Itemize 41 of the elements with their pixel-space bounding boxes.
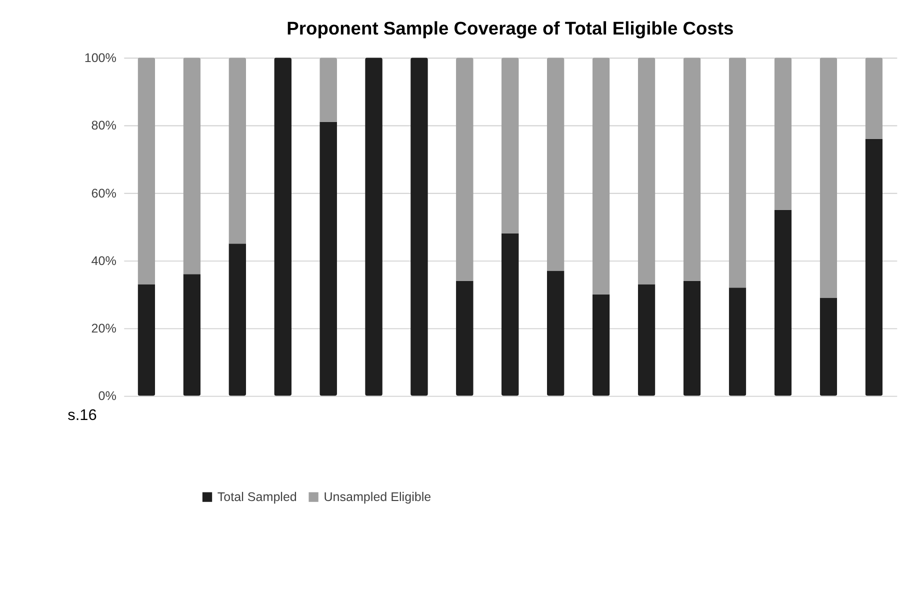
chart-title: Proponent Sample Coverage of Total Eligible Costs [286,17,734,38]
bar [228,244,246,396]
bar [501,58,519,234]
bar [683,280,701,396]
bar [683,58,701,281]
y-tick-label: 0% [98,389,116,404]
bar [638,58,656,284]
bar [183,58,201,274]
bar [592,294,610,396]
bar [592,58,610,294]
bar [501,234,519,396]
bar [228,58,246,244]
bar [138,284,156,396]
bar [638,284,656,396]
y-tick-label: 80% [91,118,116,133]
bar [728,58,746,288]
y-tick-label: 20% [91,322,116,336]
legend-label: Unsampled Eligible [324,490,432,504]
bar [865,138,883,396]
bar [865,58,883,139]
bar [320,122,337,396]
bar [365,58,382,396]
text: s.16 [68,407,97,424]
bar [820,58,838,298]
bar [774,210,792,396]
bar [274,58,292,396]
bar [456,58,474,281]
y-tick-label: 60% [91,186,116,200]
bar [820,298,838,396]
y-tick-label: 100% [84,51,116,66]
legend-label: Total Sampled [217,490,297,504]
bar [546,58,564,271]
bar [138,58,156,284]
bar [774,58,792,210]
y-tick-label: 40% [91,254,116,268]
bar [320,58,337,122]
bar [410,58,428,396]
bar [728,288,746,396]
bar [456,280,474,396]
bar [546,270,564,396]
bar [183,274,201,396]
